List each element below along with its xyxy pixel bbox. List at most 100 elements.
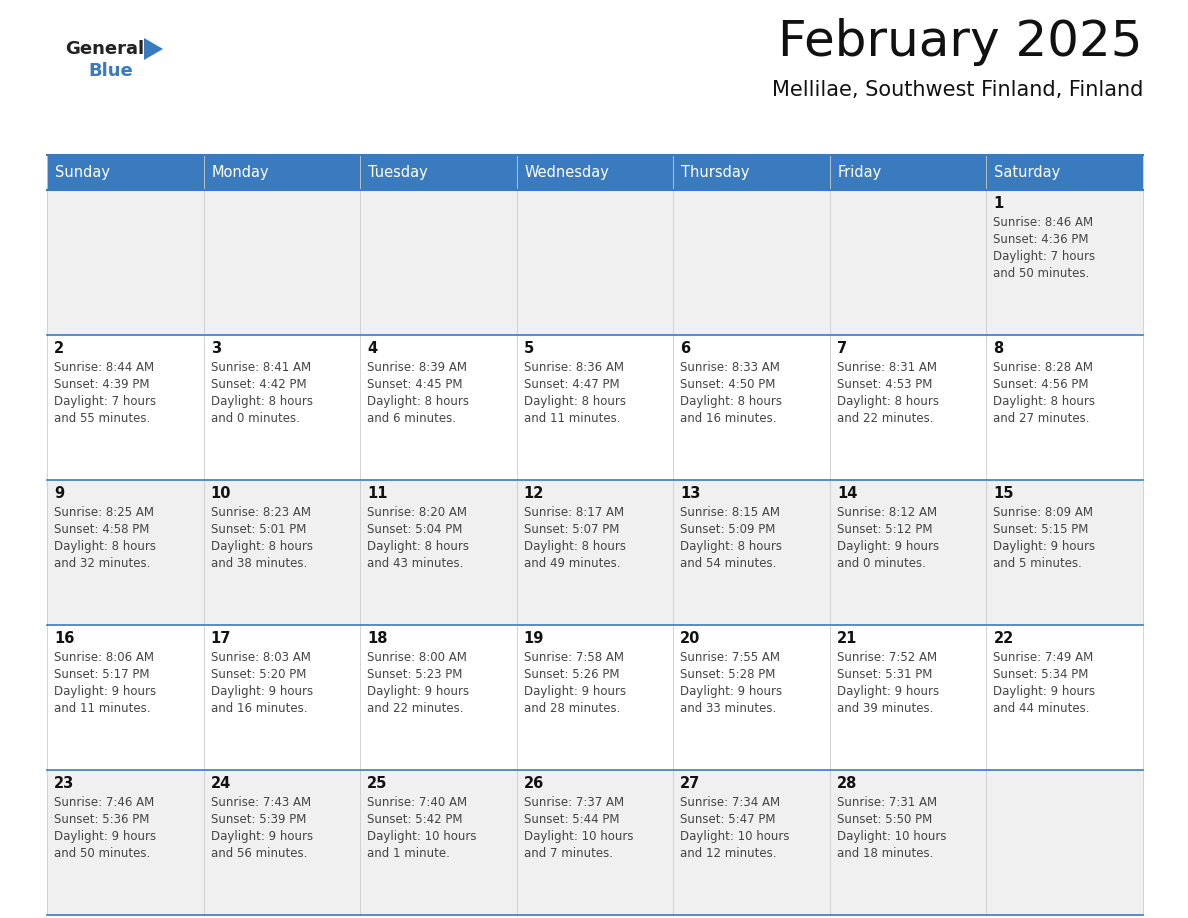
Text: and 32 minutes.: and 32 minutes. — [53, 557, 151, 570]
Text: Sunrise: 7:46 AM: Sunrise: 7:46 AM — [53, 796, 154, 809]
Text: Sunset: 5:28 PM: Sunset: 5:28 PM — [681, 668, 776, 681]
Text: Sunset: 5:04 PM: Sunset: 5:04 PM — [367, 523, 462, 536]
Text: Mellilae, Southwest Finland, Finland: Mellilae, Southwest Finland, Finland — [772, 80, 1143, 100]
Text: Sunset: 4:36 PM: Sunset: 4:36 PM — [993, 233, 1089, 246]
Bar — [360, 155, 517, 190]
Text: and 18 minutes.: and 18 minutes. — [836, 847, 934, 860]
Text: 10: 10 — [210, 486, 232, 501]
Text: 1: 1 — [993, 196, 1004, 211]
Text: 12: 12 — [524, 486, 544, 501]
Text: Sunset: 5:34 PM: Sunset: 5:34 PM — [993, 668, 1089, 681]
Text: 23: 23 — [53, 776, 74, 791]
Text: Daylight: 9 hours: Daylight: 9 hours — [53, 685, 156, 698]
Text: Sunrise: 8:00 AM: Sunrise: 8:00 AM — [367, 651, 467, 664]
Text: and 0 minutes.: and 0 minutes. — [836, 557, 925, 570]
Text: Sunrise: 7:52 AM: Sunrise: 7:52 AM — [836, 651, 937, 664]
Text: Daylight: 9 hours: Daylight: 9 hours — [210, 830, 312, 843]
Text: and 12 minutes.: and 12 minutes. — [681, 847, 777, 860]
Bar — [203, 625, 360, 770]
Bar — [830, 190, 986, 335]
Bar — [203, 190, 360, 335]
Text: Daylight: 8 hours: Daylight: 8 hours — [53, 540, 156, 553]
Text: Saturday: Saturday — [994, 165, 1061, 180]
Bar — [360, 190, 517, 335]
Text: Daylight: 9 hours: Daylight: 9 hours — [993, 540, 1095, 553]
Polygon shape — [144, 38, 163, 60]
Text: Sunset: 5:42 PM: Sunset: 5:42 PM — [367, 813, 462, 826]
Bar — [830, 770, 986, 915]
Text: 13: 13 — [681, 486, 701, 501]
Text: Sunrise: 7:34 AM: Sunrise: 7:34 AM — [681, 796, 781, 809]
Text: and 28 minutes.: and 28 minutes. — [524, 702, 620, 715]
Bar — [674, 480, 830, 625]
Text: Daylight: 8 hours: Daylight: 8 hours — [681, 395, 782, 408]
Text: 25: 25 — [367, 776, 387, 791]
Text: and 49 minutes.: and 49 minutes. — [524, 557, 620, 570]
Text: Daylight: 9 hours: Daylight: 9 hours — [210, 685, 312, 698]
Text: and 27 minutes.: and 27 minutes. — [993, 412, 1089, 425]
Text: Sunset: 4:45 PM: Sunset: 4:45 PM — [367, 378, 462, 391]
Bar — [360, 770, 517, 915]
Text: Daylight: 9 hours: Daylight: 9 hours — [681, 685, 783, 698]
Text: Sunrise: 8:31 AM: Sunrise: 8:31 AM — [836, 361, 937, 374]
Text: 8: 8 — [993, 341, 1004, 356]
Text: Tuesday: Tuesday — [368, 165, 428, 180]
Text: 27: 27 — [681, 776, 701, 791]
Text: Sunrise: 7:37 AM: Sunrise: 7:37 AM — [524, 796, 624, 809]
Bar — [674, 190, 830, 335]
Bar — [203, 480, 360, 625]
Text: Sunset: 5:36 PM: Sunset: 5:36 PM — [53, 813, 150, 826]
Text: Sunset: 5:07 PM: Sunset: 5:07 PM — [524, 523, 619, 536]
Bar — [830, 335, 986, 480]
Text: 7: 7 — [836, 341, 847, 356]
Text: and 55 minutes.: and 55 minutes. — [53, 412, 150, 425]
Bar — [203, 335, 360, 480]
Bar — [674, 770, 830, 915]
Text: and 50 minutes.: and 50 minutes. — [53, 847, 150, 860]
Bar — [48, 335, 203, 480]
Text: and 54 minutes.: and 54 minutes. — [681, 557, 777, 570]
Text: and 5 minutes.: and 5 minutes. — [993, 557, 1082, 570]
Bar — [517, 190, 674, 335]
Text: 11: 11 — [367, 486, 387, 501]
Text: Sunset: 5:17 PM: Sunset: 5:17 PM — [53, 668, 150, 681]
Text: Sunrise: 7:40 AM: Sunrise: 7:40 AM — [367, 796, 467, 809]
Text: Daylight: 9 hours: Daylight: 9 hours — [367, 685, 469, 698]
Text: 17: 17 — [210, 631, 230, 646]
Text: Daylight: 8 hours: Daylight: 8 hours — [210, 395, 312, 408]
Bar — [360, 335, 517, 480]
Text: 6: 6 — [681, 341, 690, 356]
Text: Sunset: 5:09 PM: Sunset: 5:09 PM — [681, 523, 776, 536]
Text: Friday: Friday — [838, 165, 883, 180]
Text: General: General — [65, 40, 144, 58]
Text: and 0 minutes.: and 0 minutes. — [210, 412, 299, 425]
Bar — [986, 335, 1143, 480]
Text: 18: 18 — [367, 631, 387, 646]
Bar — [360, 480, 517, 625]
Text: Sunrise: 8:46 AM: Sunrise: 8:46 AM — [993, 216, 1093, 229]
Text: Monday: Monday — [211, 165, 270, 180]
Text: February 2025: February 2025 — [778, 18, 1143, 66]
Bar — [360, 625, 517, 770]
Text: Daylight: 9 hours: Daylight: 9 hours — [993, 685, 1095, 698]
Text: and 44 minutes.: and 44 minutes. — [993, 702, 1089, 715]
Text: Sunset: 5:31 PM: Sunset: 5:31 PM — [836, 668, 933, 681]
Text: Sunset: 5:23 PM: Sunset: 5:23 PM — [367, 668, 462, 681]
Text: Sunrise: 7:58 AM: Sunrise: 7:58 AM — [524, 651, 624, 664]
Text: Daylight: 9 hours: Daylight: 9 hours — [524, 685, 626, 698]
Bar — [48, 625, 203, 770]
Text: Daylight: 8 hours: Daylight: 8 hours — [681, 540, 782, 553]
Text: Sunrise: 8:06 AM: Sunrise: 8:06 AM — [53, 651, 154, 664]
Text: and 11 minutes.: and 11 minutes. — [524, 412, 620, 425]
Bar — [517, 625, 674, 770]
Bar — [830, 480, 986, 625]
Text: Sunset: 5:50 PM: Sunset: 5:50 PM — [836, 813, 933, 826]
Text: Daylight: 8 hours: Daylight: 8 hours — [836, 395, 939, 408]
Text: Daylight: 10 hours: Daylight: 10 hours — [681, 830, 790, 843]
Text: Sunrise: 7:31 AM: Sunrise: 7:31 AM — [836, 796, 937, 809]
Text: and 56 minutes.: and 56 minutes. — [210, 847, 307, 860]
Text: Daylight: 8 hours: Daylight: 8 hours — [367, 540, 469, 553]
Text: 5: 5 — [524, 341, 533, 356]
Bar — [986, 155, 1143, 190]
Text: Daylight: 10 hours: Daylight: 10 hours — [367, 830, 476, 843]
